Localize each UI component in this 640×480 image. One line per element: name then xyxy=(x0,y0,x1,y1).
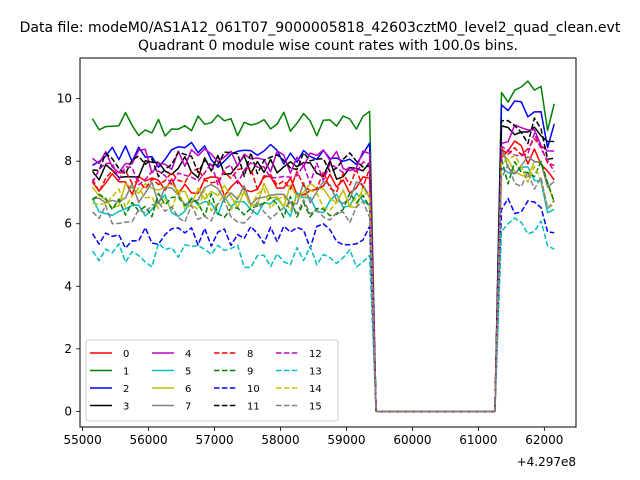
series-line-12 xyxy=(91,132,555,413)
series-line-9 xyxy=(92,158,555,413)
chart-title: Quadrant 0 module wise count rates with … xyxy=(138,38,518,54)
series-line-15 xyxy=(91,164,555,413)
legend-label-1: 1 xyxy=(123,367,129,378)
x-tick-label: 55000 xyxy=(64,433,102,447)
x-tick-label: 58000 xyxy=(261,433,299,447)
legend-label-9: 9 xyxy=(247,367,253,378)
legend-label-8: 8 xyxy=(247,349,253,360)
x-offset-label: +4.297e8 xyxy=(517,455,576,469)
y-tick-label: 6 xyxy=(64,217,72,231)
legend-label-5: 5 xyxy=(185,367,191,378)
figure-suptitle: Data file: modeM0/AS1A12_061T07_90000058… xyxy=(20,20,621,36)
legend-label-14: 14 xyxy=(309,384,322,395)
x-tick-label: 56000 xyxy=(130,433,168,447)
legend-box xyxy=(85,339,339,422)
series-line-14 xyxy=(92,154,555,413)
legend-label-12: 12 xyxy=(309,349,322,360)
legend-label-11: 11 xyxy=(247,402,260,413)
x-tick-label: 61000 xyxy=(459,433,497,447)
x-tick-label: 57000 xyxy=(195,433,233,447)
y-tick-label: 0 xyxy=(64,404,72,418)
legend-label-0: 0 xyxy=(123,349,129,360)
legend-label-13: 13 xyxy=(309,367,322,378)
axis-ticks: 55000 56000 57000 58000 59000 60000 61000 62000… xyxy=(57,92,564,447)
legend-label-10: 10 xyxy=(247,384,260,395)
series-layer xyxy=(91,80,555,413)
legend-label-2: 2 xyxy=(123,384,129,395)
legend-label-7: 7 xyxy=(185,402,191,413)
plot-frame xyxy=(79,57,577,428)
x-tick-label: 59000 xyxy=(327,433,365,447)
legend-label-15: 15 xyxy=(309,402,322,413)
legend-label-4: 4 xyxy=(185,349,191,360)
legend-label-3: 3 xyxy=(123,402,129,413)
x-tick-label: 60000 xyxy=(393,433,431,447)
series-line-13 xyxy=(91,217,555,413)
legend-label-6: 6 xyxy=(185,384,191,395)
y-tick-label: 10 xyxy=(57,92,72,106)
x-tick-label: 62000 xyxy=(525,433,563,447)
y-tick-label: 8 xyxy=(64,154,72,168)
y-tick-label: 2 xyxy=(64,342,72,356)
y-tick-label: 4 xyxy=(64,279,72,293)
